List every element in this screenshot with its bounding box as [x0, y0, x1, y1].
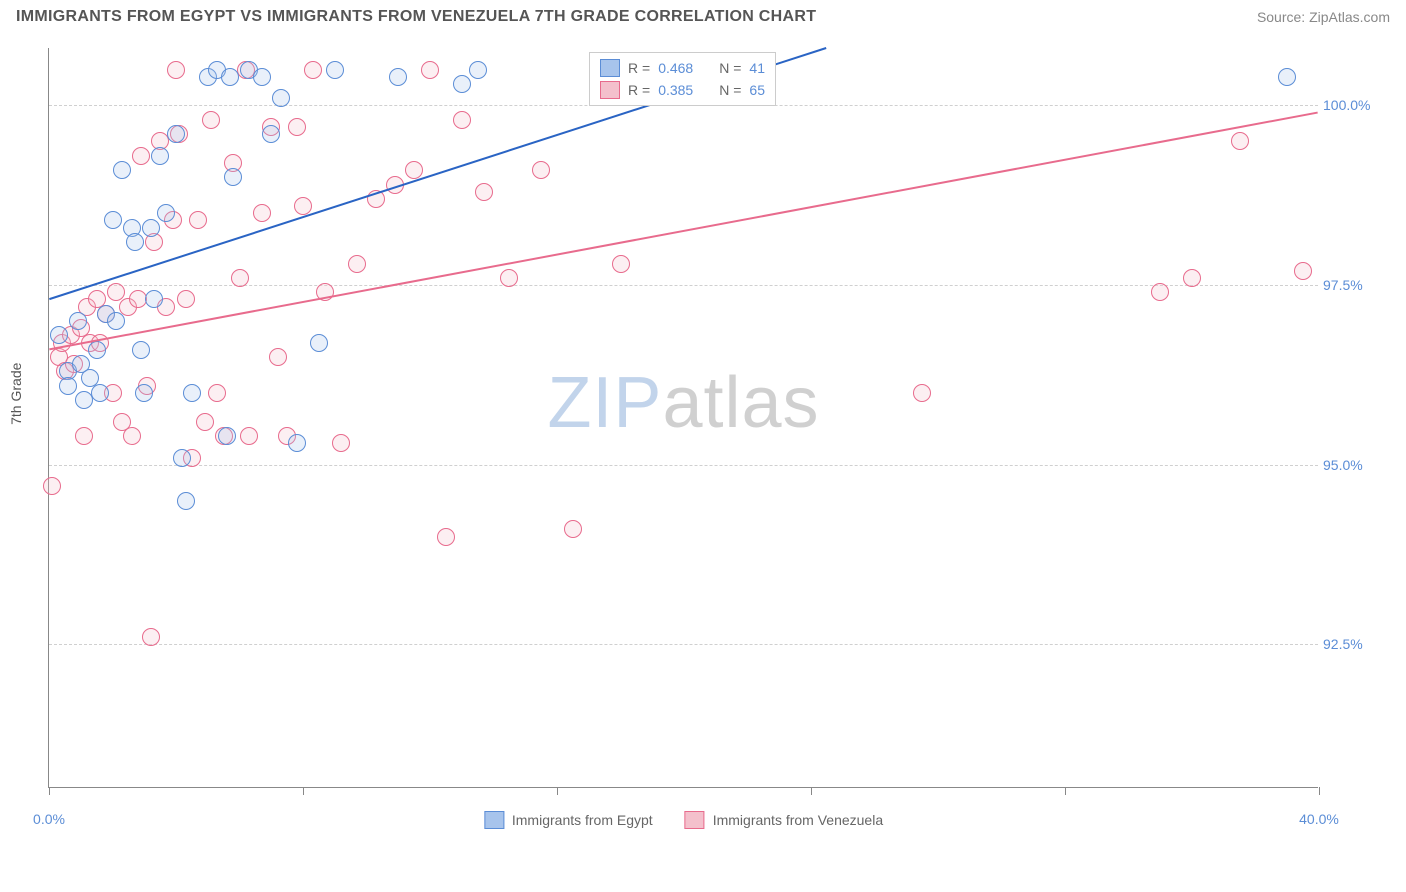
- x-tick: [49, 787, 50, 795]
- y-axis-label: 7th Grade: [8, 363, 24, 425]
- x-tick-label: 0.0%: [33, 811, 65, 827]
- legend-row: R = 0.468 N = 41: [600, 57, 765, 79]
- chart-container: 7th Grade ZIPatlas 92.5%95.0%97.5%100.0%…: [48, 48, 1388, 848]
- legend-swatch: [600, 59, 620, 77]
- legend-item: Immigrants from Egypt: [484, 811, 653, 829]
- legend-label: Immigrants from Egypt: [512, 812, 653, 828]
- legend-swatch: [685, 811, 705, 829]
- chart-title: IMMIGRANTS FROM EGYPT VS IMMIGRANTS FROM…: [16, 8, 816, 26]
- legend-label: Immigrants from Venezuela: [713, 812, 883, 828]
- legend-n-label: N =: [719, 57, 741, 79]
- source-attribution: Source: ZipAtlas.com: [1257, 9, 1390, 25]
- legend-row: R = 0.385 N = 65: [600, 79, 765, 101]
- y-tick-label: 100.0%: [1323, 97, 1383, 113]
- legend-r-value: 0.468: [658, 57, 693, 79]
- trend-line: [49, 113, 1317, 350]
- legend-series: Immigrants from Egypt Immigrants from Ven…: [484, 811, 883, 829]
- chart-header: IMMIGRANTS FROM EGYPT VS IMMIGRANTS FROM…: [0, 0, 1406, 38]
- x-tick: [303, 787, 304, 795]
- plot-area: ZIPatlas 92.5%95.0%97.5%100.0%0.0%40.0% …: [48, 48, 1318, 788]
- legend-swatch: [484, 811, 504, 829]
- legend-n-value: 65: [749, 79, 765, 101]
- legend-item: Immigrants from Venezuela: [685, 811, 883, 829]
- x-tick: [557, 787, 558, 795]
- legend-n-value: 41: [749, 57, 765, 79]
- source-label: Source:: [1257, 9, 1309, 25]
- legend-correlation-box: R = 0.468 N = 41 R = 0.385 N = 65: [589, 52, 776, 106]
- legend-r-label: R =: [628, 79, 650, 101]
- y-tick-label: 95.0%: [1323, 457, 1383, 473]
- x-tick-label: 40.0%: [1299, 811, 1339, 827]
- legend-swatch: [600, 81, 620, 99]
- x-tick: [1065, 787, 1066, 795]
- x-tick: [1319, 787, 1320, 795]
- legend-n-label: N =: [719, 79, 741, 101]
- trend-lines-layer: [49, 48, 1318, 787]
- legend-r-value: 0.385: [658, 79, 693, 101]
- x-tick: [811, 787, 812, 795]
- y-tick-label: 97.5%: [1323, 277, 1383, 293]
- legend-r-label: R =: [628, 57, 650, 79]
- y-tick-label: 92.5%: [1323, 636, 1383, 652]
- source-name: ZipAtlas.com: [1309, 9, 1390, 25]
